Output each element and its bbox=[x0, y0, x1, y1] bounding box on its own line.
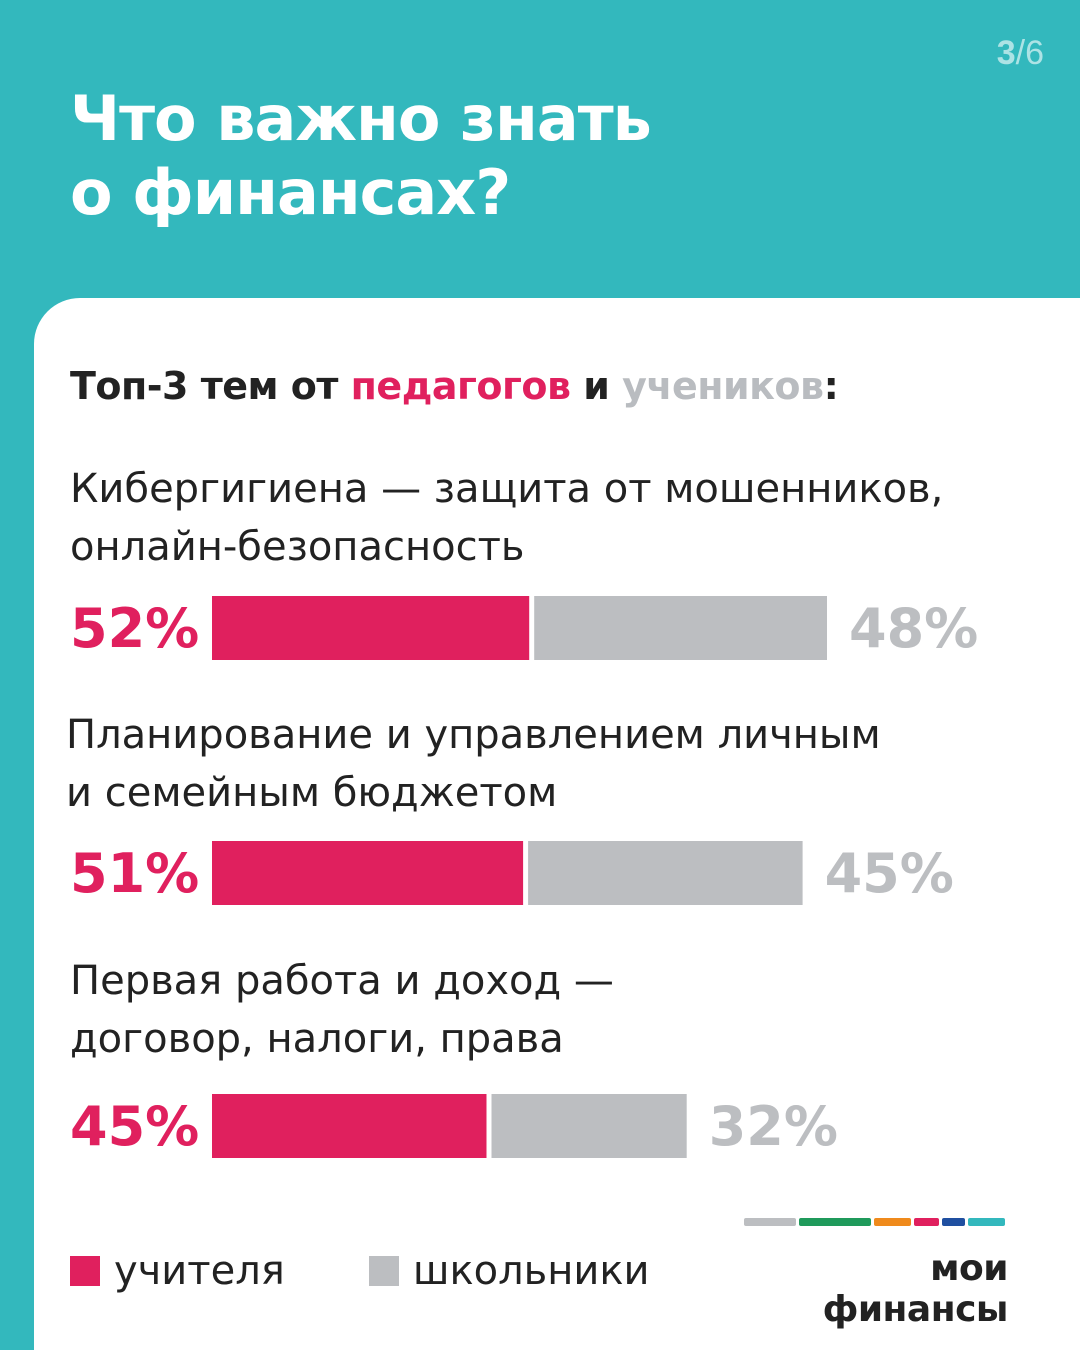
page-counter: 3/6 bbox=[997, 34, 1044, 73]
value-label-teachers-3: 45% bbox=[70, 1095, 199, 1158]
chart-card: Топ-3 тем от педагогов и учеников: Кибер… bbox=[34, 298, 1080, 1350]
legend-swatch-students bbox=[368, 1256, 399, 1286]
page-title: Что важно знать о финансах? bbox=[70, 82, 652, 230]
value-label-teachers-1: 52% bbox=[70, 597, 199, 660]
chart-title-students: учеников bbox=[622, 364, 824, 408]
legend: учителя школьники bbox=[70, 1248, 734, 1294]
category-label-1: Кибергигиена — защита от мошенников, онла… bbox=[70, 466, 944, 570]
chart-title-teachers: педагогов bbox=[350, 364, 571, 408]
bar-teachers-3 bbox=[212, 1094, 487, 1158]
brand-stripe-segment bbox=[941, 1218, 966, 1226]
value-label-students-3: 32% bbox=[709, 1095, 838, 1158]
brand-logo: мои финансы bbox=[744, 1218, 1009, 1330]
value-label-teachers-2: 51% bbox=[70, 842, 199, 905]
legend-item-students: школьники bbox=[368, 1248, 650, 1294]
page-title-line1: Что важно знать bbox=[70, 82, 652, 155]
brand-stripe-segment bbox=[744, 1218, 797, 1226]
brand-name: мои финансы bbox=[822, 1248, 1009, 1330]
bar-students-1 bbox=[534, 596, 827, 660]
value-label-students-2: 45% bbox=[825, 842, 954, 905]
chart-title-part2: и bbox=[570, 364, 623, 408]
chart-title-part3: : bbox=[823, 364, 839, 408]
category-label-2: Планирование и управлением личным и семей… bbox=[66, 712, 881, 816]
chart-title-part1: Топ-3 тем от bbox=[70, 364, 351, 408]
brand-stripe-segment bbox=[913, 1218, 939, 1226]
bar-students-3 bbox=[491, 1094, 687, 1158]
category-label-3: Первая работа и доход — договор, налоги, … bbox=[70, 958, 614, 1062]
brand-stripe-segment bbox=[968, 1218, 1005, 1226]
chart-title: Топ-3 тем от педагогов и учеников: bbox=[70, 364, 839, 408]
page-current: 3 bbox=[996, 34, 1016, 72]
bar-teachers-2 bbox=[212, 841, 524, 905]
page-title-line2: о финансах? bbox=[70, 156, 511, 229]
bar-teachers-1 bbox=[212, 596, 530, 660]
legend-label-teachers: учителя bbox=[114, 1248, 285, 1294]
page-total: /6 bbox=[1015, 34, 1044, 72]
value-label-students-1: 48% bbox=[849, 597, 978, 660]
brand-stripe bbox=[744, 1218, 1008, 1226]
brand-stripe-segment bbox=[799, 1218, 871, 1226]
bar-students-2 bbox=[528, 841, 803, 905]
legend-label-students: школьники bbox=[412, 1248, 650, 1294]
brand-stripe-segment bbox=[873, 1218, 911, 1226]
legend-item-teachers: учителя bbox=[70, 1248, 285, 1294]
bar-chart: 52% 48% 51% 45% 45% 32% bbox=[70, 596, 978, 1158]
legend-swatch-teachers bbox=[70, 1256, 100, 1286]
